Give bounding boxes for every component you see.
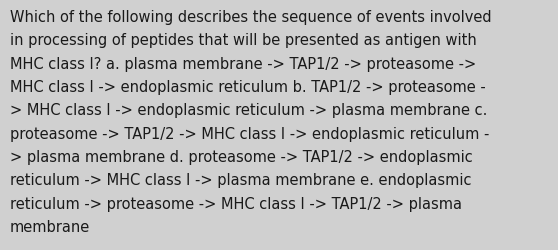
Text: MHC class I -> endoplasmic reticulum b. TAP1/2 -> proteasome -: MHC class I -> endoplasmic reticulum b. … (10, 80, 486, 95)
Text: proteasome -> TAP1/2 -> MHC class I -> endoplasmic reticulum -: proteasome -> TAP1/2 -> MHC class I -> e… (10, 126, 489, 141)
Text: MHC class I? a. plasma membrane -> TAP1/2 -> proteasome ->: MHC class I? a. plasma membrane -> TAP1/… (10, 56, 477, 72)
Text: > plasma membrane d. proteasome -> TAP1/2 -> endoplasmic: > plasma membrane d. proteasome -> TAP1/… (10, 150, 473, 164)
Text: reticulum -> MHC class I -> plasma membrane e. endoplasmic: reticulum -> MHC class I -> plasma membr… (10, 173, 472, 188)
Text: > MHC class I -> endoplasmic reticulum -> plasma membrane c.: > MHC class I -> endoplasmic reticulum -… (10, 103, 488, 118)
Text: Which of the following describes the sequence of events involved: Which of the following describes the seq… (10, 10, 492, 25)
Text: reticulum -> proteasome -> MHC class I -> TAP1/2 -> plasma: reticulum -> proteasome -> MHC class I -… (10, 196, 462, 211)
Text: membrane: membrane (10, 219, 90, 234)
Text: in processing of peptides that will be presented as antigen with: in processing of peptides that will be p… (10, 33, 477, 48)
